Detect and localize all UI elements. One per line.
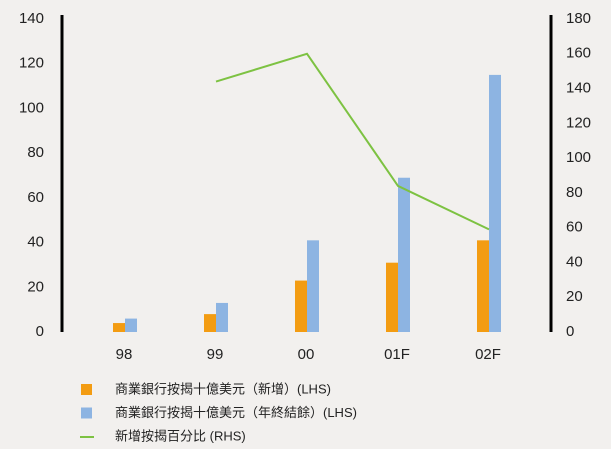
legend-swatch [81,384,92,395]
y2-tick-label: 80 [566,184,583,201]
bar [477,240,489,332]
x-tick-label: 99 [207,346,224,363]
x-tick-label: 98 [116,346,133,363]
bar [489,74,501,333]
y-tick-label: 60 [27,189,44,206]
y2-tick-label: 20 [566,288,583,305]
bar [113,323,125,332]
legend-swatch [81,407,92,419]
y2-tick-label: 160 [566,45,591,62]
y2-tick-label: 140 [566,80,591,97]
bar [204,314,216,332]
y-tick-label: 20 [27,278,44,295]
y-tick-label: 100 [19,99,44,116]
y-tick-label: 40 [27,234,44,251]
y2-tick-label: 100 [566,149,591,166]
line [215,52,490,231]
bar [398,177,410,332]
y2-tick-label: 180 [566,10,591,27]
bar [125,318,137,332]
bar [295,280,307,332]
x-tick-label: 01F [384,346,410,363]
y2-tick-label: 40 [566,253,583,270]
y-tick-label: 0 [36,323,44,340]
legend-label: 商業銀行按揭十億美元（年終結餘）(LHS) [115,405,357,420]
y-tick-label: 140 [19,10,44,27]
bar [307,240,319,332]
y2-tick-label: 60 [566,219,583,236]
y-tick-label: 80 [27,144,44,161]
bar [216,302,228,332]
legend-label: 新增按揭百分比 (RHS) [115,428,246,443]
y-tick-label: 120 [19,55,44,72]
y2-tick-label: 0 [566,323,574,340]
y2-tick-label: 120 [566,114,591,131]
legend-label: 商業銀行按揭十億美元（新增）(LHS) [115,381,331,396]
x-tick-label: 00 [298,346,315,363]
x-tick-label: 02F [475,346,501,363]
bar [386,262,398,332]
